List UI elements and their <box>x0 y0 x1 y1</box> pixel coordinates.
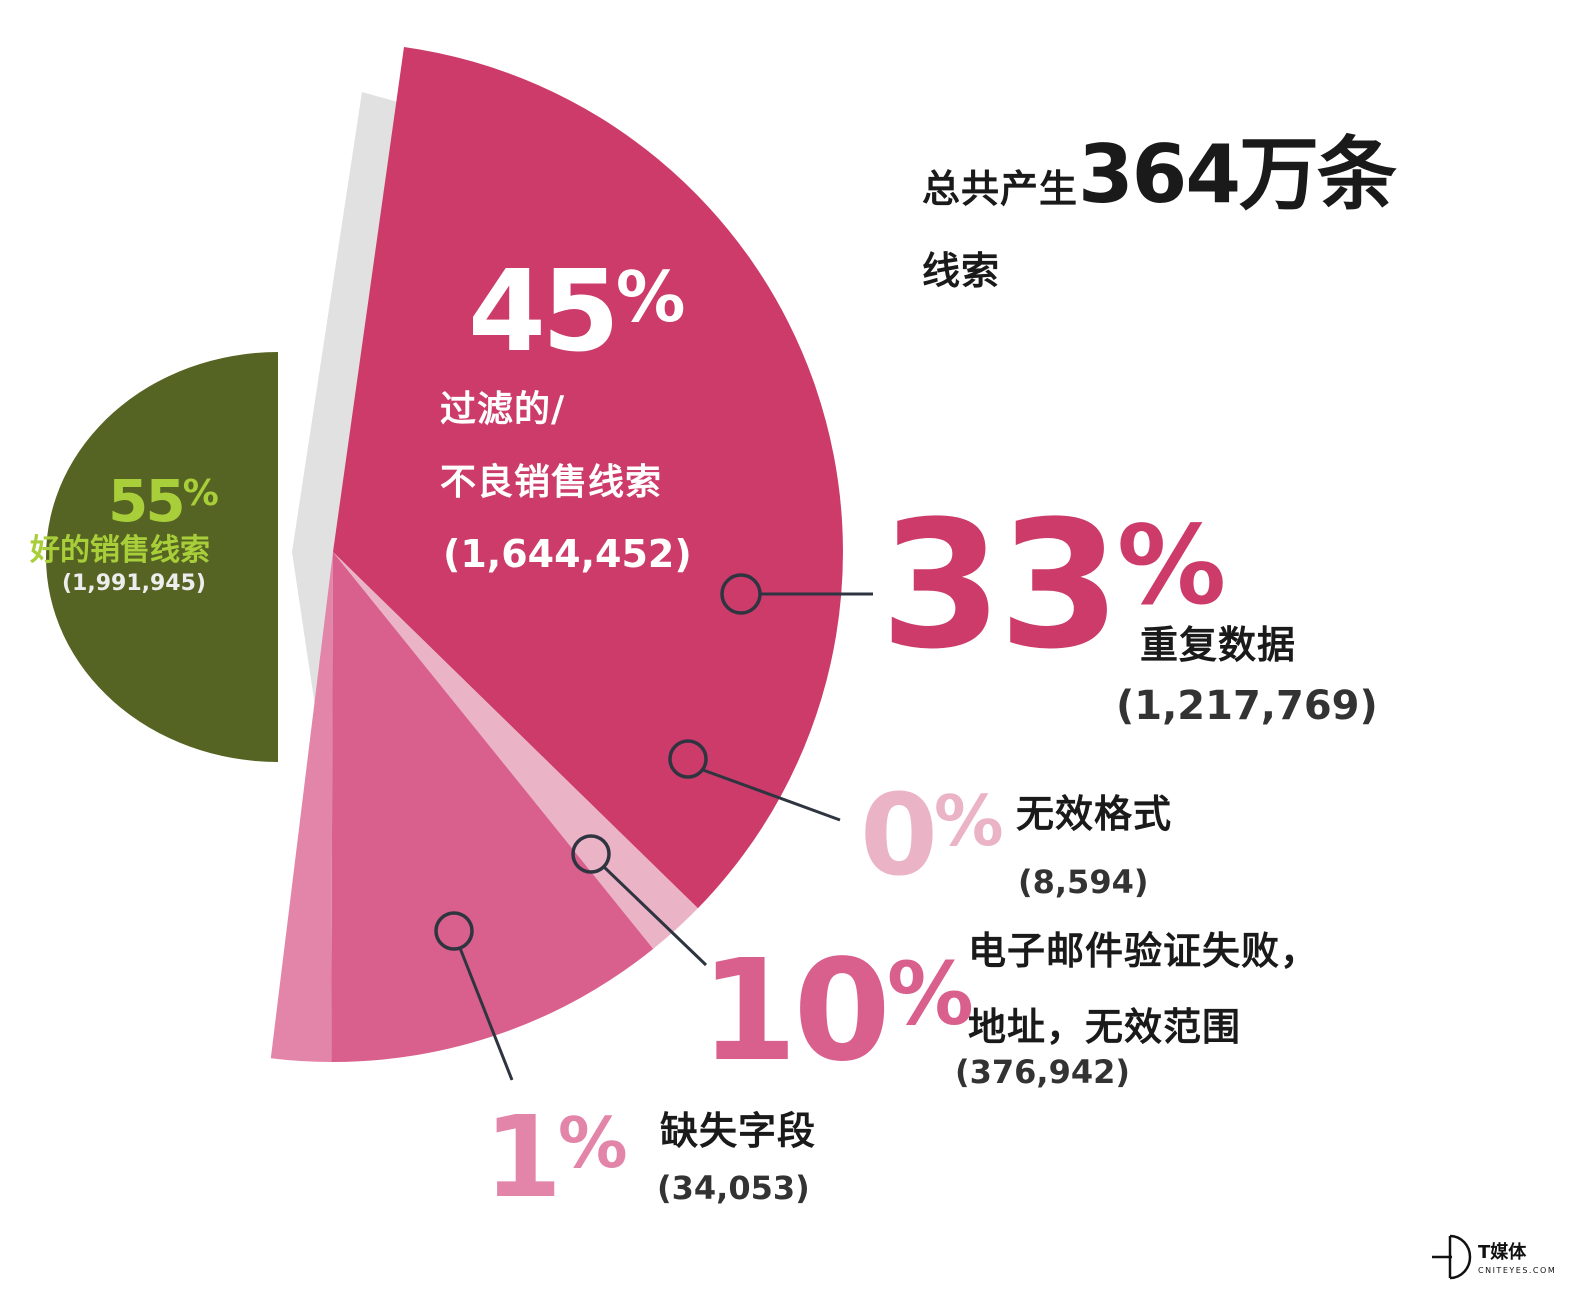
callout-dot-invalid-format <box>668 739 708 779</box>
callout-dot-email-invalid <box>571 834 611 874</box>
invalid-format-percent-value: 0 <box>860 771 938 901</box>
invalid-format-percent-sign: % <box>933 782 1004 863</box>
logo-icon <box>1432 1234 1472 1280</box>
missing-field-count: (34,053) <box>657 1169 810 1207</box>
duplicate-percent-sign: % <box>1116 502 1227 630</box>
good-percent-value: 55 <box>108 467 186 535</box>
email-invalid-percent: 10% <box>700 942 974 1082</box>
bad-percent: 45% <box>468 256 685 368</box>
bad-percent-value: 45 <box>468 247 620 377</box>
callout-line-invalid-format <box>702 768 841 822</box>
missing-field-percent: 1% <box>484 1102 628 1214</box>
slice-missing-field <box>270 552 333 1062</box>
total-number: 364万条 <box>1078 128 1397 221</box>
good-count: (1,991,945) <box>62 571 206 596</box>
bad-percent-sign: % <box>615 258 686 339</box>
slice-email-invalid <box>331 552 654 1063</box>
callout-dot-missing-field <box>434 911 474 951</box>
good-label: 好的销售线索 <box>30 533 210 568</box>
good-percent-sign: % <box>182 473 219 515</box>
duplicate-percent-value: 33 <box>880 483 1121 688</box>
duplicate-percent: 33% <box>880 498 1226 674</box>
filtered-leads-slices <box>270 47 843 1063</box>
callout-dot-duplicate <box>720 573 762 615</box>
callout-lines <box>434 573 873 1081</box>
slice-duplicate <box>333 47 843 909</box>
slice-invalid-format <box>333 552 698 949</box>
email-invalid-percent-sign: % <box>886 944 974 1046</box>
callout-line-email-invalid <box>601 864 708 967</box>
email-invalid-percent-value: 10 <box>700 930 891 1093</box>
invalid-format-count: (8,594) <box>1018 863 1149 901</box>
missing-field-percent-sign: % <box>557 1104 628 1185</box>
invalid-format-label: 无效格式 <box>1016 792 1173 836</box>
good-percent: 55% <box>108 472 219 530</box>
good-leads-slice <box>46 352 278 762</box>
missing-field-label: 缺失字段 <box>660 1109 817 1153</box>
duplicate-count: (1,217,769) <box>1116 683 1378 729</box>
logo-name: T媒体 <box>1478 1242 1527 1263</box>
email-invalid-label-line1: 电子邮件验证失败， <box>968 929 1320 973</box>
bad-count: (1,644,452) <box>443 532 692 576</box>
email-invalid-count: (376,942) <box>955 1053 1130 1091</box>
total-suffix: 线索 <box>922 249 1001 293</box>
logo-domain: CNITEYES.COM <box>1478 1266 1557 1275</box>
duplicate-label: 重复数据 <box>1140 623 1297 667</box>
invalid-format-percent: 0% <box>860 780 1004 892</box>
callout-line-missing-field <box>458 947 514 1081</box>
bad-label-line1: 过滤的/ <box>440 389 566 430</box>
bad-label-line2: 不良销售线索 <box>440 462 663 503</box>
email-invalid-label-line2: 地址，无效范围 <box>968 1005 1242 1049</box>
missing-field-percent-value: 1 <box>484 1093 562 1223</box>
logo: T媒体 CNITEYES.COM <box>1478 1238 1556 1275</box>
total-headline: 总共产生 364万条 <box>922 128 1397 221</box>
total-prefix: 总共产生 <box>922 167 1079 211</box>
